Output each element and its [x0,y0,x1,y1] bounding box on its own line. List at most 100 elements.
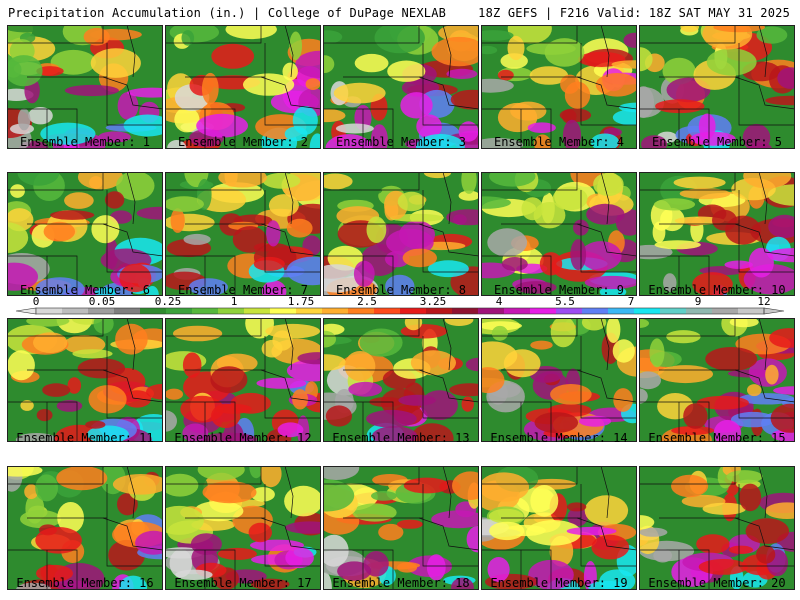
precip-map-5 [639,25,795,149]
colorbar-segment [582,308,609,314]
colorbar-segment [556,308,583,314]
precip-map-17 [165,466,321,590]
colorbar-tick-label: 9 [695,296,702,308]
colorbar-tick-label: 0.25 [155,296,182,308]
colorbar-segment [244,308,271,314]
colorbar-segment [478,308,505,314]
ensemble-panel [7,466,163,590]
colorbar-tick-label: 1.75 [288,296,315,308]
ensemble-panel [323,172,479,296]
ensemble-panel [481,466,637,590]
colorbar-tick-label: 4 [496,296,503,308]
ensemble-panel [7,25,163,149]
precip-map-18 [323,466,479,590]
precip-map-11 [7,318,163,442]
member-label: Ensemble Member: 2 [177,135,309,149]
member-label: Ensemble Member: 7 [177,283,309,297]
ensemble-panel [639,172,795,296]
member-label: Ensemble Member: 4 [493,135,625,149]
colorbar-max-arrow [763,307,785,315]
ensemble-panel [639,466,795,590]
ensemble-panel [7,318,163,442]
member-label: Ensemble Member: 12 [174,431,312,445]
precip-map-20 [639,466,795,590]
colorbar-segment [712,308,739,314]
colorbar-segment [452,308,479,314]
colorbar-segment [62,308,89,314]
colorbar-segment [322,308,349,314]
colorbar-segment [400,308,427,314]
member-label: Ensemble Member: 5 [651,135,783,149]
precip-map-3 [323,25,479,149]
member-label: Ensemble Member: 3 [335,135,467,149]
member-label: Ensemble Member: 17 [174,576,312,590]
colorbar-tick-label: 12 [757,296,770,308]
colorbar-segment [192,308,219,314]
member-label: Ensemble Member: 9 [493,283,625,297]
colorbar-tick-label: 1 [231,296,238,308]
member-label: Ensemble Member: 8 [335,283,467,297]
precip-map-1 [7,25,163,149]
member-label: Ensemble Member: 14 [490,431,628,445]
precip-map-6 [7,172,163,296]
ensemble-panel [323,25,479,149]
member-label: Ensemble Member: 18 [332,576,470,590]
ensemble-panel [165,466,321,590]
member-label: Ensemble Member: 16 [16,576,154,590]
member-label: Ensemble Member: 1 [19,135,151,149]
colorbar-segment [114,308,141,314]
member-label: Ensemble Member: 15 [648,431,786,445]
colorbar-tick-label: 2.5 [357,296,377,308]
colorbar-segment [36,308,63,314]
precip-map-13 [323,318,479,442]
ensemble-panel [7,172,163,296]
colorbar-segment [270,308,297,314]
colorbar-segment [634,308,661,314]
ensemble-panel [481,25,637,149]
colorbar-min-arrow [15,307,37,315]
color-scale-bar: 0 0.05 0.25 1 1.75 2.5 3.25 4 5.5 7 9 12 [15,296,785,315]
valid-time: 18Z GEFS | F216 Valid: 18Z SAT MAY 31 20… [478,6,790,20]
precip-map-8 [323,172,479,296]
colorbar-segment [166,308,193,314]
precip-map-19 [481,466,637,590]
precip-map-9 [481,172,637,296]
ensemble-panel [165,25,321,149]
colorbar-tick-label: 3.25 [420,296,447,308]
precip-map-10 [639,172,795,296]
ensemble-panel [165,172,321,296]
colorbar-segment [530,308,557,314]
colorbar-segment [348,308,375,314]
precip-map-12 [165,318,321,442]
precip-map-2 [165,25,321,149]
colorbar-segment [738,308,765,314]
colorbar-segment [296,308,323,314]
map-title: Precipitation Accumulation (in.) | Colle… [8,6,447,20]
colorbar-segment [686,308,713,314]
colorbar-tick-label: 5.5 [555,296,575,308]
precip-map-7 [165,172,321,296]
precip-map-14 [481,318,637,442]
member-label: Ensemble Member: 13 [332,431,470,445]
ensemble-panel [481,318,637,442]
colorbar-tick-label: 0.05 [89,296,116,308]
colorbar-segment [426,308,453,314]
colorbar-tick-label: 0 [33,296,40,308]
colorbar-tick-label: 7 [628,296,635,308]
member-label: Ensemble Member: 10 [648,283,786,297]
colorbar-segment [660,308,687,314]
colorbar-segment [504,308,531,314]
ensemble-panel [323,318,479,442]
colorbar-segment [218,308,245,314]
precip-map-15 [639,318,795,442]
ensemble-panel [165,318,321,442]
ensemble-panel [481,172,637,296]
member-label: Ensemble Member: 20 [648,576,786,590]
colorbar-segment [374,308,401,314]
colorbar-segment [608,308,635,314]
colorbar-segment [88,308,115,314]
ensemble-panel [639,25,795,149]
member-label: Ensemble Member: 11 [16,431,154,445]
member-label: Ensemble Member: 19 [490,576,628,590]
ensemble-panel [323,466,479,590]
